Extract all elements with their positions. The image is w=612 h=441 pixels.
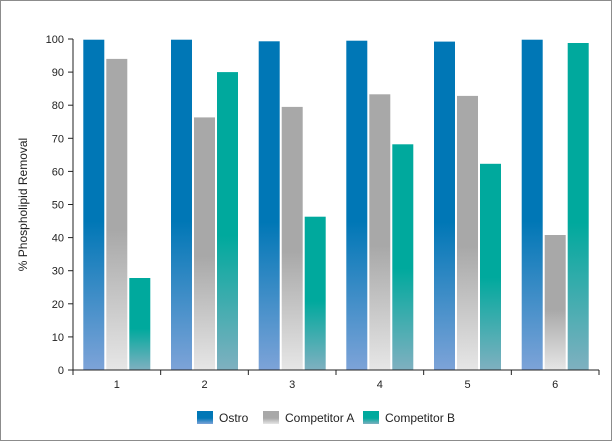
bar-competitor-a-2: [194, 117, 215, 371]
bar-competitor-b-2: [217, 72, 238, 370]
bar-competitor-b-4: [392, 144, 414, 370]
legend-label: Competitor A: [285, 411, 354, 425]
bar-competitor-a-1: [106, 58, 128, 371]
legend: Ostro Competitor A Competitor B: [197, 411, 455, 425]
bar-competitor-a-4: [369, 94, 391, 371]
bar-ostro-1: [83, 39, 105, 370]
bar-competitor-a-5: [457, 95, 478, 371]
y-tick-label: 30: [52, 266, 64, 278]
legend-swatch: [197, 411, 213, 424]
x-tick-label: 2: [201, 379, 207, 391]
y-tick-label: 20: [52, 299, 64, 311]
bar-competitor-b-3: [304, 216, 326, 370]
y-tick-label: 80: [52, 100, 64, 112]
legend-label: Ostro: [219, 411, 249, 425]
x-tick-label: 4: [377, 379, 383, 391]
y-tick-label: 40: [52, 233, 64, 245]
bar-ostro-3: [258, 41, 280, 371]
bar-competitor-a-6: [544, 235, 566, 370]
x-tick-label: 5: [464, 379, 470, 391]
x-tick-label: 1: [114, 379, 120, 391]
bar-competitor-b-6: [567, 43, 589, 370]
y-tick-label: 0: [58, 365, 64, 377]
y-tick-label: 70: [52, 133, 64, 145]
y-tick-label: 50: [52, 200, 64, 212]
bar-competitor-a-3: [281, 106, 303, 371]
bar-ostro-2: [171, 39, 192, 370]
bar-competitor-b-1: [129, 278, 151, 370]
y-axis-label: % Phospholipid Removal: [16, 138, 30, 271]
y-tick-label: 60: [52, 166, 64, 178]
bar-competitor-b-5: [480, 163, 501, 370]
axes-layer: 0 10 20 30 40 50 60 70 80 90 100 1 2 3 4 5 6: [46, 34, 600, 391]
y-tick-label: 100: [46, 34, 64, 46]
x-tick-label: 6: [552, 379, 558, 391]
legend-label: Competitor B: [385, 411, 455, 425]
legend-swatch: [363, 411, 379, 424]
bar-ostro-5: [434, 41, 455, 370]
y-tick-label: 10: [52, 332, 64, 344]
bar-ostro-6: [521, 39, 543, 370]
y-tick-label: 90: [52, 67, 64, 79]
legend-swatch: [263, 411, 279, 424]
bar-ostro-4: [346, 40, 368, 370]
x-tick-label: 3: [289, 379, 295, 391]
bars-layer: [83, 39, 589, 371]
